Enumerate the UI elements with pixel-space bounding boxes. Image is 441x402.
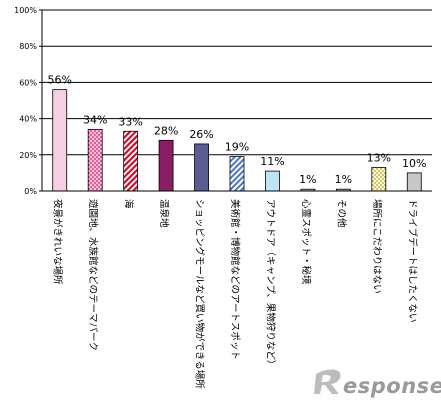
category-label-3: 海 bbox=[123, 199, 135, 209]
data-label-11: 10% bbox=[402, 157, 426, 170]
category-label-2: 遊園地、水族館などのテーマパーク bbox=[87, 199, 99, 351]
bar-11 bbox=[406, 172, 422, 192]
bar-1 bbox=[52, 89, 68, 192]
data-label-2: 34% bbox=[83, 113, 107, 126]
category-label-7: アウトドア（キャンプ、果物狩りなど） bbox=[264, 199, 276, 369]
bar-7 bbox=[265, 170, 280, 192]
gridlines bbox=[42, 9, 432, 156]
category-labels: 夜景がきれいな場所 遊園地、水族館などのテーマパーク 海 温泉地 ショッピングモールなど… bbox=[52, 199, 419, 389]
data-label-7: 11% bbox=[260, 155, 284, 168]
bar-3 bbox=[123, 130, 139, 192]
bar-4 bbox=[158, 139, 174, 192]
category-label-11: ドライブデートはしたくない bbox=[406, 199, 418, 323]
y-tick-label: 20% bbox=[19, 151, 37, 160]
category-label-1: 夜景がきれいな場所 bbox=[52, 199, 64, 285]
category-label-4: 温泉地 bbox=[158, 199, 170, 228]
data-labels: 56% 34% 33% 28% 26% 19% 11% 1% 1% 13% 10% bbox=[48, 74, 427, 187]
y-tick-label: 40% bbox=[19, 115, 37, 124]
data-label-4: 28% bbox=[154, 124, 178, 137]
bar-5 bbox=[194, 143, 209, 192]
data-label-6: 19% bbox=[225, 141, 249, 154]
response-r-mark-icon bbox=[314, 369, 341, 394]
category-label-5: ショッピングモールなど買い物ができる場所 bbox=[194, 199, 206, 389]
y-tick-label: 100% bbox=[14, 6, 37, 15]
data-label-5: 26% bbox=[189, 128, 213, 141]
response-logo-text: esponse. bbox=[343, 374, 441, 398]
category-label-6: 美術館・博物館などのアートスポット bbox=[229, 199, 241, 360]
y-axis-ticks: 0% 20% 40% 60% 80% 100% bbox=[14, 6, 42, 196]
data-label-3: 33% bbox=[118, 115, 142, 128]
y-tick-label: 0% bbox=[24, 187, 37, 196]
category-label-10: 場所にこだわりはない bbox=[371, 199, 383, 294]
y-tick-label: 60% bbox=[19, 78, 37, 87]
bar-2 bbox=[87, 129, 103, 192]
data-label-1: 56% bbox=[48, 74, 72, 87]
response-logo: esponse. bbox=[314, 369, 441, 398]
data-label-9: 1% bbox=[335, 173, 352, 186]
bar-10 bbox=[371, 167, 387, 192]
y-tick-label: 80% bbox=[19, 42, 37, 51]
data-label-8: 1% bbox=[299, 173, 316, 186]
category-label-9: その他 bbox=[335, 199, 347, 228]
bar-6 bbox=[229, 156, 245, 192]
data-label-10: 13% bbox=[367, 151, 391, 164]
category-label-8: 心霊スポット・秘境 bbox=[300, 199, 312, 285]
